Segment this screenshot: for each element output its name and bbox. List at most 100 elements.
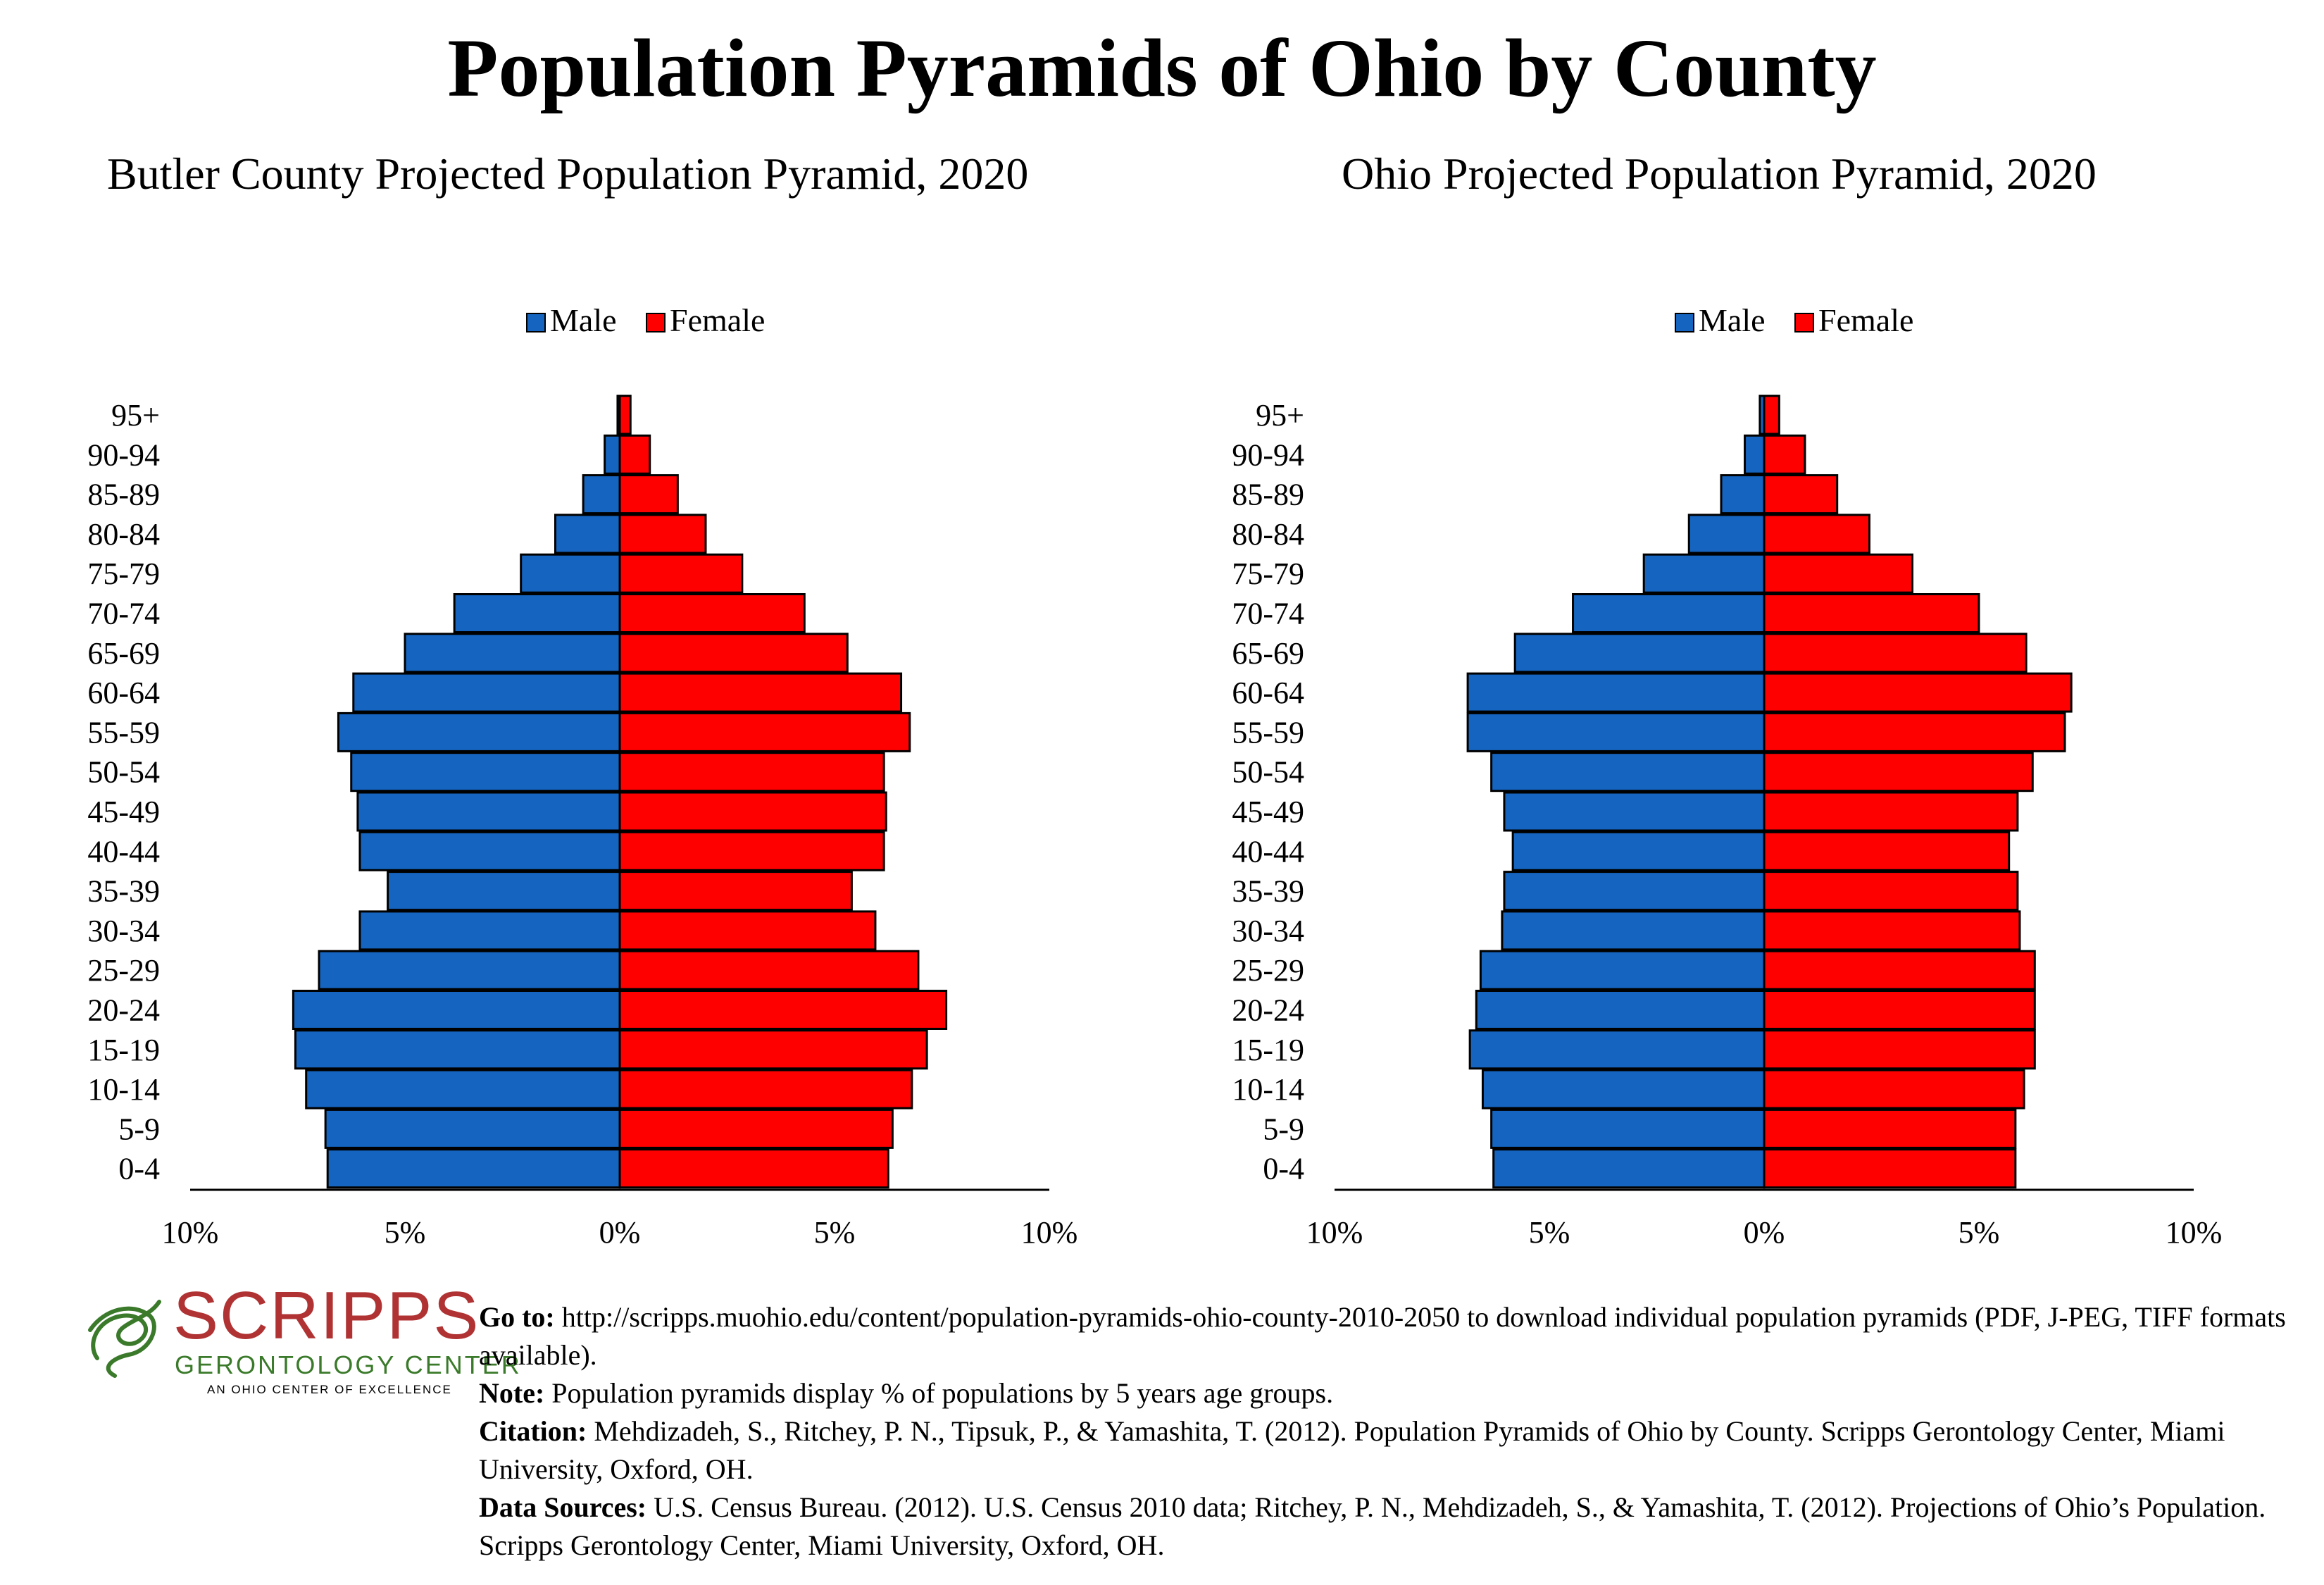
butler-bar-female-30-34 <box>618 910 877 951</box>
note-citation: Citation: Mehdizadeh, S., Ritchey, P. N.… <box>479 1412 2310 1488</box>
butler-bar-female-95+ <box>618 394 632 435</box>
ohio-age-label: 0-4 <box>1263 1152 1304 1186</box>
ohio-bar-male-65-69 <box>1513 633 1766 673</box>
butler-bar-female-0-4 <box>618 1148 889 1189</box>
note-sources-text: U.S. Census Bureau. (2012). U.S. Census … <box>479 1491 2266 1561</box>
legend-label-male: Male <box>1699 302 1766 338</box>
legend-entry-male: Male <box>1675 302 1766 338</box>
butler-bar-male-85-89 <box>582 474 621 515</box>
ohio-bar-female-0-4 <box>1763 1148 2017 1189</box>
ohio-bar-female-85-89 <box>1763 474 1839 515</box>
ohio-age-label: 90-94 <box>1232 437 1304 472</box>
butler-bar-male-50-54 <box>350 752 621 792</box>
ohio-bar-male-90-94 <box>1744 434 1766 475</box>
butler-age-label: 5-9 <box>118 1112 160 1146</box>
butler-bar-female-60-64 <box>618 672 903 713</box>
butler-bar-male-55-59 <box>337 711 621 752</box>
ohio-bar-male-85-89 <box>1720 474 1766 515</box>
ohio-bar-female-25-29 <box>1763 950 2036 990</box>
legend-swatch-male <box>1675 313 1694 332</box>
butler-bar-female-50-54 <box>618 752 885 792</box>
butler-bar-male-20-24 <box>292 990 621 1030</box>
ohio-age-label: 65-69 <box>1232 636 1304 671</box>
note-goto-text: http://scripps.muohio.edu/content/popula… <box>479 1301 2286 1371</box>
ohio-age-label: 5-9 <box>1263 1112 1304 1146</box>
butler-age-label: 75-79 <box>87 557 160 591</box>
chart-title-ohio: Ohio Projected Population Pyramid, 2020 <box>1342 149 2097 199</box>
page-title: Population Pyramids of Ohio by County <box>447 22 1877 114</box>
butler-x-tick-label: 5% <box>814 1215 856 1250</box>
ohio-bar-male-40-44 <box>1511 831 1766 871</box>
legend-label-female: Female <box>670 302 766 338</box>
ohio-age-label: 45-49 <box>1232 795 1304 829</box>
ohio-x-tick-label: 10% <box>1306 1215 1363 1250</box>
butler-age-label: 10-14 <box>87 1072 160 1107</box>
legend-label-female: Female <box>1818 302 1914 338</box>
butler-age-label: 35-39 <box>87 874 160 909</box>
butler-bar-female-25-29 <box>618 950 920 990</box>
butler-x-tick-label: 0% <box>599 1215 641 1250</box>
butler-age-label: 55-59 <box>87 715 160 750</box>
ohio-x-tick-label: 5% <box>1529 1215 1570 1250</box>
legend-entry-male: Male <box>526 302 617 338</box>
butler-bar-female-45-49 <box>618 791 887 832</box>
butler-bar-male-45-49 <box>356 791 621 832</box>
butler-age-label: 90-94 <box>87 437 160 472</box>
butler-age-label: 50-54 <box>87 755 160 790</box>
butler-bar-male-75-79 <box>520 553 621 594</box>
butler-bar-male-10-14 <box>305 1069 621 1110</box>
ohio-age-label: 95+ <box>1256 398 1304 433</box>
butler-bar-female-80-84 <box>618 514 707 554</box>
ohio-bar-male-45-49 <box>1503 791 1766 832</box>
butler-bar-female-85-89 <box>618 474 679 515</box>
butler-age-label: 20-24 <box>87 993 160 1028</box>
butler-age-label: 0-4 <box>118 1152 160 1186</box>
ohio-age-label: 30-34 <box>1232 914 1304 948</box>
butler-bar-female-10-14 <box>618 1069 913 1110</box>
legend-swatch-female <box>646 313 666 332</box>
butler-bar-female-75-79 <box>618 553 744 594</box>
butler-bar-female-70-74 <box>618 593 806 633</box>
note-sources-label: Data Sources: <box>479 1491 647 1523</box>
ohio-bar-female-50-54 <box>1763 752 2034 792</box>
ohio-age-label: 20-24 <box>1232 993 1304 1028</box>
note-note: Note: Population pyramids display % of p… <box>479 1374 2310 1412</box>
butler-bar-male-40-44 <box>358 831 621 871</box>
butler-bar-male-5-9 <box>324 1108 621 1149</box>
butler-bar-male-60-64 <box>352 672 621 713</box>
ohio-x-tick-label: 5% <box>1958 1215 2000 1250</box>
ohio-bar-female-30-34 <box>1763 910 2021 951</box>
ohio-age-label: 85-89 <box>1232 478 1304 512</box>
butler-bar-female-35-39 <box>618 871 853 912</box>
ohio-bar-female-35-39 <box>1763 871 2019 912</box>
ohio-bar-male-0-4 <box>1492 1148 1766 1189</box>
logo-tagline: AN OHIO CENTER OF EXCELLENCE <box>207 1383 452 1396</box>
note-goto: Go to: http://scripps.muohio.edu/content… <box>479 1298 2310 1374</box>
butler-bar-female-55-59 <box>618 711 911 752</box>
ohio-age-label: 80-84 <box>1232 517 1304 552</box>
ohio-bar-female-65-69 <box>1763 633 2028 673</box>
butler-bar-female-65-69 <box>618 633 849 673</box>
butler-age-label: 15-19 <box>87 1033 160 1067</box>
ohio-bar-male-5-9 <box>1490 1108 1766 1149</box>
ohio-bar-female-5-9 <box>1763 1108 2017 1149</box>
butler-age-label: 95+ <box>111 398 160 433</box>
ohio-bar-male-10-14 <box>1481 1069 1766 1110</box>
logo-scripps-text: SCRIPPS <box>173 1278 480 1353</box>
ohio-bar-male-55-59 <box>1466 711 1766 752</box>
legend-entry-female: Female <box>1794 302 1913 338</box>
ohio-bar-female-10-14 <box>1763 1069 2025 1110</box>
ohio-age-label: 25-29 <box>1232 953 1304 988</box>
butler-bar-male-35-39 <box>387 871 621 912</box>
butler-bar-male-70-74 <box>453 593 621 633</box>
ohio-bar-female-80-84 <box>1763 514 1870 554</box>
ohio-bar-female-40-44 <box>1763 831 2011 871</box>
ohio-bar-female-75-79 <box>1763 553 1913 594</box>
chart-title-butler: Butler County Projected Population Pyram… <box>107 149 1029 199</box>
note-sources: Data Sources: U.S. Census Bureau. (2012)… <box>479 1488 2310 1565</box>
ohio-bar-male-80-84 <box>1687 514 1766 554</box>
ohio-age-label: 75-79 <box>1232 557 1304 591</box>
butler-x-tick-label: 10% <box>1021 1215 1078 1250</box>
butler-age-label: 25-29 <box>87 953 160 988</box>
